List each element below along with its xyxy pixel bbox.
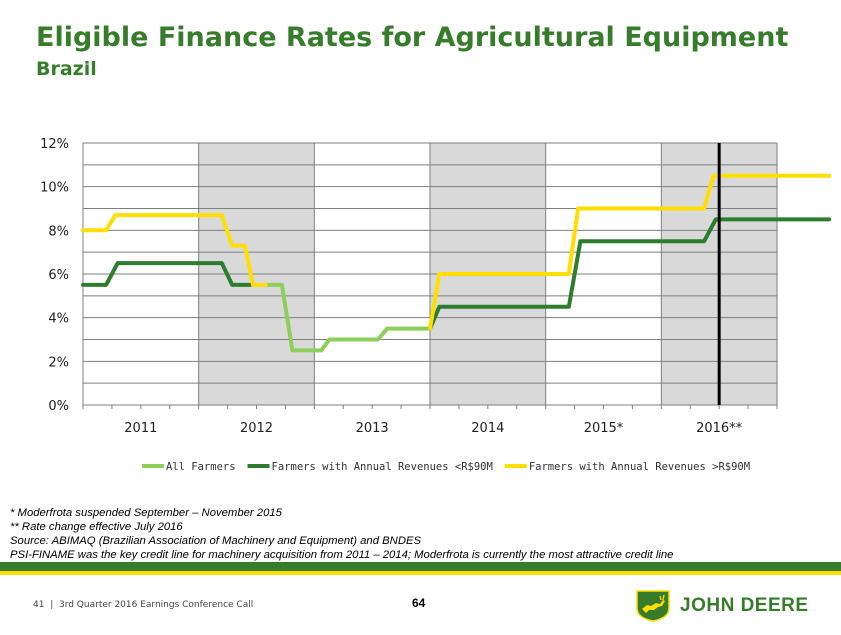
x-tick-label: 2016** [696, 421, 743, 436]
x-tick-label: 2014 [471, 421, 504, 436]
legend-label: Farmers with Annual Revenues >R$90M [529, 461, 750, 473]
x-axis-ticks: 2011 2012 2013 2014 2015* 2016** [124, 421, 742, 436]
series-lines [81, 173, 832, 353]
footnotes: * Moderfrota suspended September – Novem… [10, 506, 673, 562]
x-tick-label: 2011 [124, 421, 157, 436]
footer-stripe-green [0, 562, 841, 571]
series-line [81, 261, 253, 287]
series-line [81, 213, 268, 287]
y-axis-ticks: 0% 2% 4% 6% 8% 10% 12% [40, 137, 69, 414]
y-tick-label: 8% [48, 224, 69, 239]
x-tick-label: 2013 [356, 421, 389, 436]
brand-wordmark: JOHN DEERE [680, 595, 809, 616]
footnote-source: Source: ABIMAQ (Brazilian Association of… [10, 535, 422, 547]
page-number: 64 [412, 596, 426, 610]
event-name: 3rd Quarter 2016 Earnings Conference Cal… [58, 600, 254, 610]
slide-number: 41 [33, 600, 45, 610]
series-line [428, 217, 832, 331]
y-tick-label: 0% [48, 399, 69, 414]
footnote-moderfrota: * Moderfrota suspended September – Novem… [10, 507, 282, 519]
footer-separator: | [50, 600, 54, 610]
y-tick-label: 2% [48, 355, 69, 370]
y-tick-label: 4% [48, 312, 69, 327]
chart-legend: All Farmers Farmers with Annual Revenues … [142, 461, 750, 473]
x-tick-label: 2015* [584, 421, 624, 436]
footer-stripe-yellow [0, 571, 841, 575]
y-tick-label: 6% [48, 268, 69, 283]
series-line [263, 282, 432, 353]
finance-rates-chart: 0%2%4%6%8%10%12% 2011 2012 2013 2014 2015* 20… [40, 137, 832, 473]
series-line [428, 173, 832, 331]
y-tick-label: 12% [40, 137, 69, 152]
grid-lines [82, 142, 778, 409]
footer-caption: 41 | 3rd Quarter 2016 Earnings Conferenc… [33, 600, 253, 610]
y-tick-label: 10% [40, 181, 69, 196]
page-subtitle: Brazil [36, 58, 97, 80]
footnote-psi-finame: PSI-FINAME was the key credit line for m… [10, 549, 674, 561]
footnote-rate-change: ** Rate change effective July 2016 [10, 521, 183, 533]
legend-label: Farmers with Annual Revenues <R$90M [272, 461, 493, 473]
page-title: Eligible Finance Rates for Agricultural … [36, 22, 789, 53]
legend-label: All Farmers [166, 461, 236, 473]
x-tick-label: 2012 [240, 421, 273, 436]
deer-logo-icon [636, 590, 670, 622]
